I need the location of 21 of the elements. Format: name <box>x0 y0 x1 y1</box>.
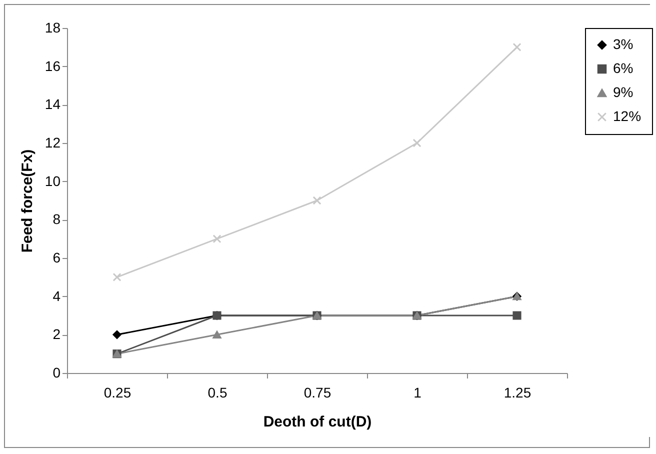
y-axis-title: Feed force(Fx) <box>18 149 36 253</box>
legend-label: 9% <box>613 84 634 100</box>
y-tick-label: 18 <box>44 20 61 36</box>
x-tick-label: 1 <box>414 384 422 400</box>
x-tick-label: 0.25 <box>104 384 132 400</box>
legend-label: 3% <box>613 36 634 52</box>
y-tick-label: 12 <box>44 134 61 150</box>
y-tick-label: 4 <box>52 288 61 304</box>
y-tick-label: 0 <box>52 364 61 380</box>
y-tick-label: 16 <box>44 58 61 74</box>
y-tick-label: 2 <box>52 326 61 342</box>
legend-label: 6% <box>613 60 634 76</box>
x-tick-label: 0.75 <box>304 384 332 400</box>
y-tick-label: 14 <box>44 96 61 112</box>
y-tick-label: 10 <box>44 172 61 189</box>
y-tick-label: 6 <box>52 250 61 266</box>
legend-label: 12% <box>613 108 642 124</box>
y-tick-label: 8 <box>52 211 61 228</box>
x-axis-title: Deoth of cut(D) <box>263 414 372 430</box>
x-tick-label: 0.5 <box>208 384 228 400</box>
x-tick-label: 1.25 <box>504 384 532 400</box>
